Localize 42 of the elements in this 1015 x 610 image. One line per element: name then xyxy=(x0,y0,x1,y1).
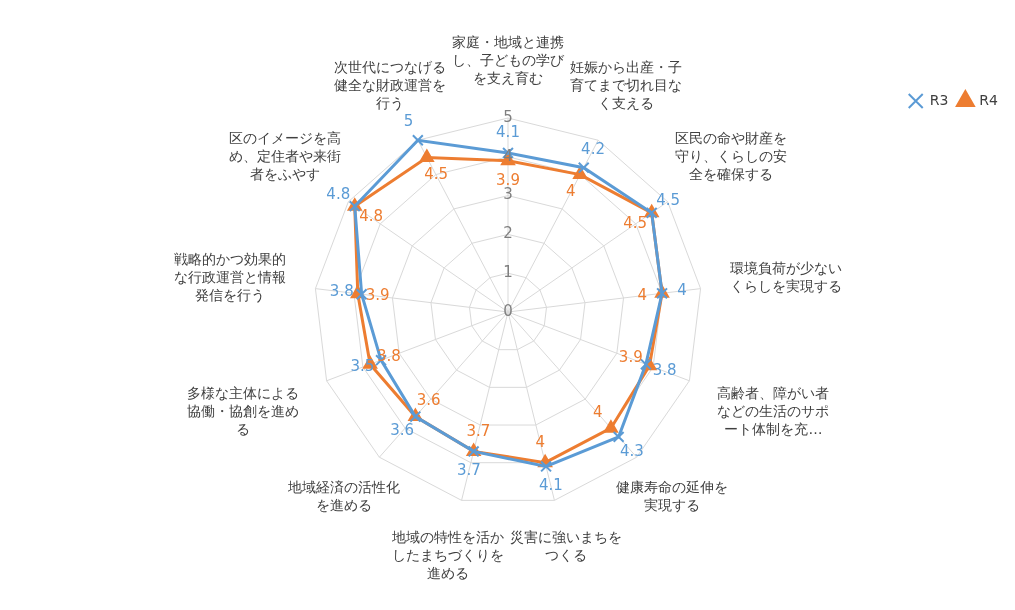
data-label: 4 xyxy=(592,403,603,422)
data-label: 3.9 xyxy=(618,348,643,367)
data-label: 4.1 xyxy=(538,475,563,494)
data-label: 3.6 xyxy=(390,421,415,440)
data-label: 4.5 xyxy=(424,165,449,183)
spoke-label: 災害に強いまちをつくる xyxy=(510,529,623,564)
spoke-label: 地域経済の活性化を進める xyxy=(286,479,400,514)
data-label: 3.6 xyxy=(416,391,441,410)
spoke-label: 環境負荷が少ないくらしを実現する xyxy=(730,259,843,294)
legend-label: R3 xyxy=(929,91,949,108)
spoke-label: 多様な主体による協働・協創を進める xyxy=(186,385,299,438)
spoke-label: 健康寿命の延伸を実現する xyxy=(616,479,729,514)
data-label: 4 xyxy=(637,285,647,304)
data-label: 4.5 xyxy=(623,214,648,233)
legend-label: R4 xyxy=(979,91,999,108)
data-label: 3.7 xyxy=(456,460,481,479)
y-tick-label: 2 xyxy=(503,224,513,243)
y-tick-label: 3 xyxy=(503,185,513,204)
spoke-label: 戦略的かつ効果的な行政運営と情報発信を行う xyxy=(173,250,286,303)
data-label: 4 xyxy=(566,182,576,201)
spoke-label: 次世代につなげる健全な財政運営を行う xyxy=(333,59,446,112)
data-label: 4.2 xyxy=(581,139,605,158)
data-label: 3.7 xyxy=(466,421,491,440)
spoke-label: 妊娠から出産・子育てまで切れ目なく支える xyxy=(570,59,683,112)
data-label: 3.5 xyxy=(350,357,375,376)
data-label: 4.8 xyxy=(326,184,351,203)
data-label: 4 xyxy=(535,433,546,452)
spoke-label: 家庭・地域と連携し、子どもの学びを支え育む xyxy=(452,33,565,86)
data-label: 4.5 xyxy=(656,191,681,210)
spoke-label: 地域の特性を活かしたまちづくりを進める xyxy=(390,529,504,582)
data-label: 3.8 xyxy=(652,361,677,380)
data-label: 4.8 xyxy=(359,207,384,226)
spoke-label: 高齢者、障がい者などの生活のサポート体制を充… xyxy=(717,385,830,438)
y-tick-label: 1 xyxy=(503,263,513,282)
y-tick-label: 0 xyxy=(503,301,513,320)
spoke-label: 区のイメージを高め、定住者や来街者をふやす xyxy=(228,130,341,183)
data-label: 3.9 xyxy=(365,286,390,305)
spoke-label: 区民の命や財産を守り、くらしの安全を確保する xyxy=(675,130,788,183)
data-label: 4 xyxy=(677,280,687,299)
data-label: 4.3 xyxy=(619,441,644,460)
data-label: 3.8 xyxy=(329,281,354,300)
data-label: 5 xyxy=(403,112,414,131)
